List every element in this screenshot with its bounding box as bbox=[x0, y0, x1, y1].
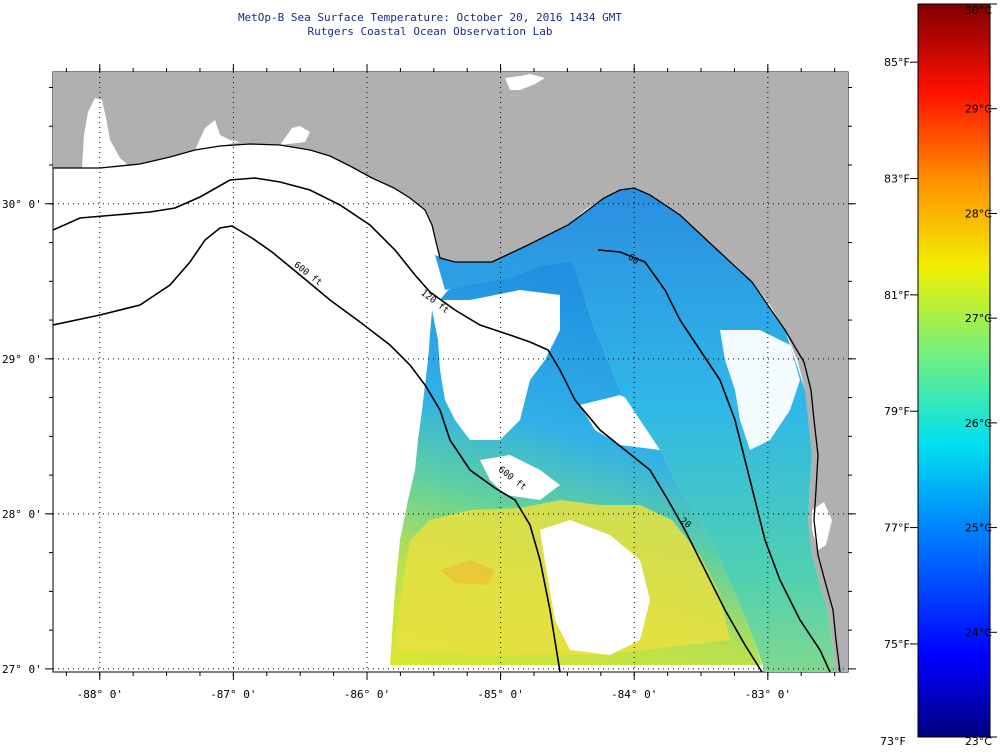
lon-tick-label: -88° 0' bbox=[77, 688, 123, 701]
coastline bbox=[53, 143, 841, 672]
cloud-gap-2 bbox=[540, 520, 650, 655]
title-line-2: Rutgers Coastal Ocean Observation Lab bbox=[307, 25, 553, 38]
celsius-label: 26°C bbox=[965, 417, 992, 430]
lat-tick-label: 30° 0' bbox=[2, 198, 42, 211]
lon-tick-label: -85° 0' bbox=[477, 688, 523, 701]
celsius-label: 28°C bbox=[965, 207, 992, 220]
sst-east-cloud bbox=[720, 330, 800, 450]
celsius-label: 30°C bbox=[965, 4, 992, 17]
colorbar-ticks: 30°C 29°C 28°C 27°C 26°C 25°C 24°C 23°C 85°F 83°F… bbox=[880, 3, 997, 748]
fahrenheit-label: 83°F bbox=[884, 173, 910, 186]
axis-ticks: -88° 0' -87° 0' -86° 0' -85° 0' -84° 0' -83° … bbox=[2, 64, 856, 701]
celsius-label: 29°C bbox=[965, 103, 992, 116]
celsius-label: 25°C bbox=[965, 522, 992, 535]
cloud-gap-1 bbox=[430, 290, 560, 440]
lat-tick-label: 29° 0' bbox=[2, 353, 42, 366]
lon-tick-label: -87° 0' bbox=[210, 688, 256, 701]
lon-tick-label: -83° 0' bbox=[745, 688, 791, 701]
colorbar bbox=[917, 3, 991, 738]
lon-tick-label: -86° 0' bbox=[344, 688, 390, 701]
fahrenheit-label: 81°F bbox=[884, 289, 910, 302]
lon-tick-label: -84° 0' bbox=[611, 688, 657, 701]
contour-60ft bbox=[597, 249, 831, 672]
lat-tick-label: 27° 0' bbox=[2, 663, 42, 676]
fahrenheit-label: 79°F bbox=[884, 405, 910, 418]
sst-hot-spot bbox=[440, 560, 495, 585]
celsius-label: 24°C bbox=[965, 626, 992, 639]
fahrenheit-label: 73°F bbox=[880, 735, 906, 748]
tampa-bay bbox=[812, 502, 832, 550]
celsius-label: 27°C bbox=[965, 312, 992, 325]
cloud-gap-4 bbox=[480, 455, 560, 500]
contour-600ft-west bbox=[53, 225, 561, 672]
land-mass bbox=[53, 72, 848, 672]
lat-tick-label: 28° 0' bbox=[2, 508, 42, 521]
sst-east-band bbox=[435, 188, 835, 672]
fahrenheit-label: 75°F bbox=[884, 638, 910, 651]
celsius-label: 23°C bbox=[965, 735, 992, 748]
contour-120ft bbox=[53, 177, 763, 672]
map-title: MetOp-B Sea Surface Temperature: October… bbox=[200, 11, 660, 39]
title-line-1: MetOp-B Sea Surface Temperature: October… bbox=[237, 11, 623, 24]
mobile-bay bbox=[82, 98, 128, 168]
choctaw-bay bbox=[280, 126, 310, 145]
graticule bbox=[53, 72, 848, 672]
fahrenheit-label: 77°F bbox=[884, 522, 910, 535]
cloud-patch bbox=[505, 74, 545, 90]
fahrenheit-label: 85°F bbox=[884, 56, 910, 69]
pensacola-bay bbox=[195, 120, 240, 150]
